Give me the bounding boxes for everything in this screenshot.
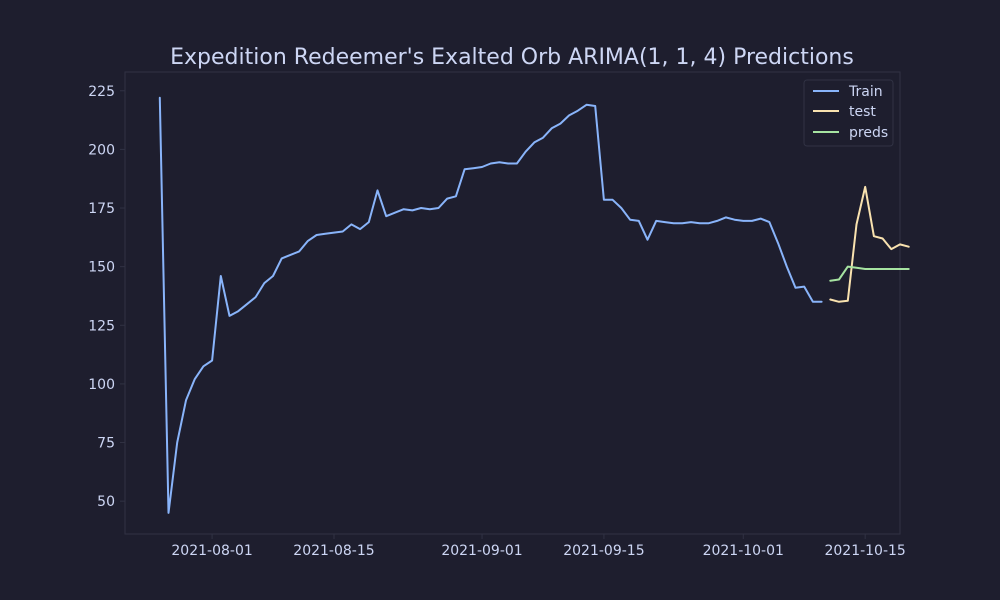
- legend-label-preds: preds: [849, 125, 888, 141]
- x-tick-label: 2021-08-01: [171, 543, 252, 559]
- x-axis: 2021-08-01 2021-08-15 2021-09-01 2021-09-15…: [171, 534, 906, 559]
- legend-label-train: Train: [848, 84, 883, 100]
- y-tick-label: 100: [88, 377, 115, 393]
- legend: Train test preds: [803, 79, 894, 147]
- y-tick-label: 75: [97, 436, 115, 452]
- x-tick-label: 2021-10-15: [824, 543, 905, 559]
- x-tick-label: 2021-10-01: [703, 543, 784, 559]
- plot-area-frame: [124, 71, 901, 535]
- series-layer: [158, 96, 910, 514]
- y-tick-label: 175: [88, 201, 115, 217]
- y-tick-label: 50: [97, 494, 115, 510]
- y-axis: 50 75 100 125 150 175 200 225: [88, 84, 125, 510]
- y-tick-label: 125: [88, 318, 115, 334]
- y-tick-label: 200: [88, 142, 115, 158]
- series-line-test: [829, 185, 910, 303]
- x-tick-label: 2021-08-15: [293, 543, 374, 559]
- y-tick-label: 225: [88, 84, 115, 100]
- y-tick-label: 150: [88, 260, 115, 276]
- series-line-preds: [829, 265, 910, 282]
- x-tick-label: 2021-09-15: [563, 543, 644, 559]
- series-line-train: [158, 96, 823, 514]
- chart-title: Expedition Redeemer's Exalted Orb ARIMA(…: [170, 45, 854, 70]
- legend-box: [803, 79, 894, 147]
- x-tick-label: 2021-09-01: [441, 543, 522, 559]
- legend-label-test: test: [849, 104, 876, 120]
